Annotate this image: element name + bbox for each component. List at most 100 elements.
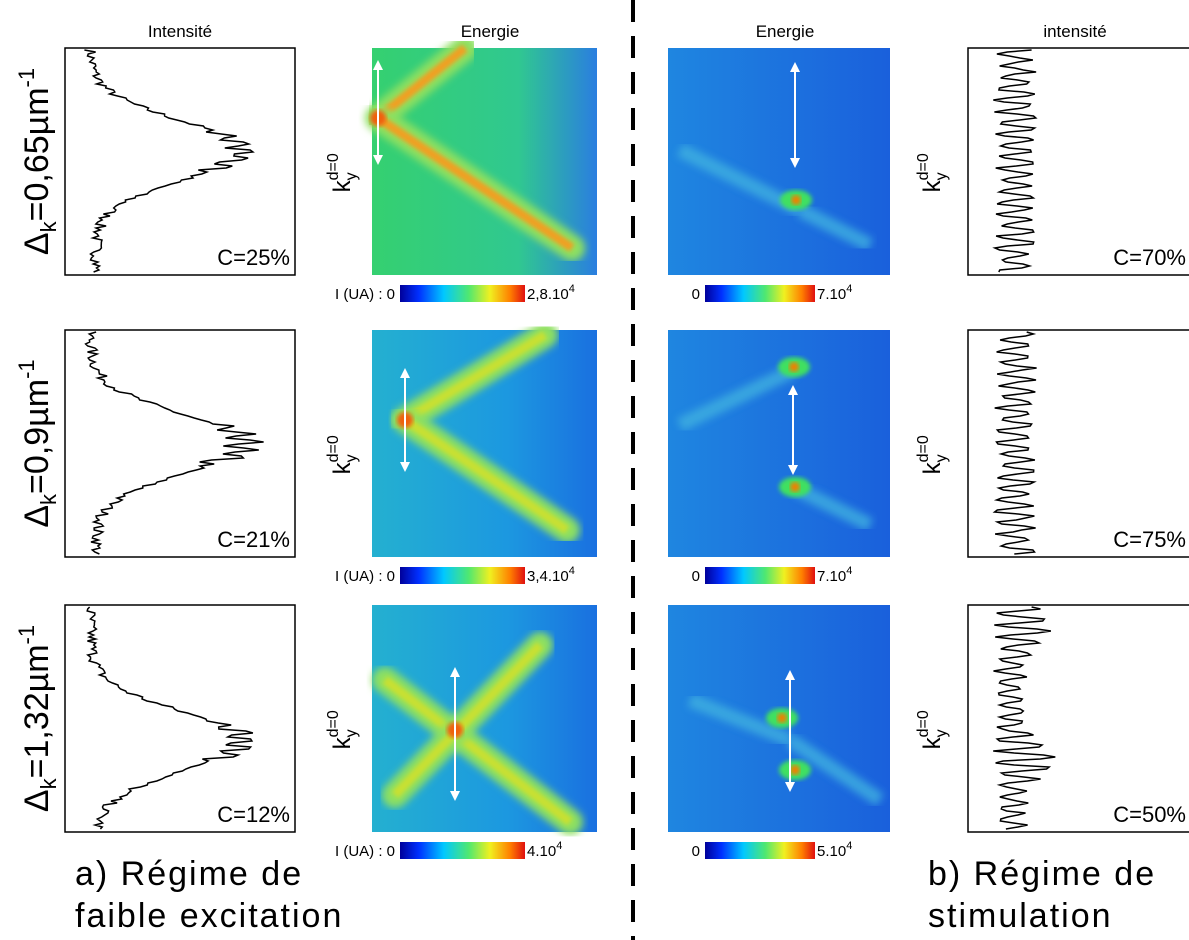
colorbar-max-part: 4 <box>846 283 852 295</box>
row-label-part: k <box>36 493 61 505</box>
caption: faible excitation <box>75 897 343 935</box>
heatmap-band <box>375 114 575 252</box>
colorbar-max-part: 4 <box>569 565 575 577</box>
colorbar-max-part: 4 <box>846 840 852 852</box>
profile-curve <box>992 49 1038 273</box>
row-label-part: =0,65µm <box>18 87 56 221</box>
heatmap-spot <box>790 482 800 492</box>
heatmap-band <box>391 641 544 799</box>
axis-label-part: d=0 <box>915 153 932 180</box>
caption: a) Régime de <box>75 855 303 893</box>
axis-label: kyd=0 <box>325 153 360 192</box>
colorbar-max-part: 4 <box>569 283 575 295</box>
axis-label-part: d=0 <box>325 435 342 462</box>
axis-label-part: k <box>919 179 946 192</box>
colorbar-max: 2,8.104 <box>527 283 575 303</box>
colorbar <box>400 567 525 584</box>
profile-curve <box>84 331 264 555</box>
row-label-part: =0,9µm <box>18 379 56 494</box>
profile-frame <box>64 47 296 276</box>
axis-label-part: d=0 <box>915 435 932 462</box>
row-label-part: Δ <box>18 789 56 812</box>
row-label: Δk=1,32µm-1 <box>14 625 61 812</box>
contrast-label: C=50% <box>1113 802 1186 827</box>
colorbar-min: 0 <box>692 568 700 585</box>
axis-label-part: k <box>329 736 356 749</box>
profile-frame <box>64 604 296 833</box>
heatmap-band <box>375 44 468 122</box>
heatmap-band <box>402 416 570 534</box>
profile-curve <box>993 606 1056 830</box>
profile-curve <box>84 49 255 273</box>
heatmap-band <box>676 363 798 432</box>
axis-label-part: y <box>343 454 360 462</box>
colorbar <box>705 285 815 302</box>
axis-label-part: y <box>933 729 950 737</box>
axis-label-part: d=0 <box>915 710 932 737</box>
colorbar-min: I (UA) : 0 <box>335 286 395 303</box>
profile-curve <box>992 331 1037 555</box>
row-label-part: Δ <box>18 232 56 255</box>
column-header: Energie <box>756 22 815 41</box>
axis-label-part: k <box>329 461 356 474</box>
heatmap-band <box>402 331 548 424</box>
heatmap-band <box>796 203 874 252</box>
axis-label-part: y <box>933 454 950 462</box>
row-label-part: k <box>36 777 61 789</box>
heatmap-band <box>786 734 884 806</box>
heatmap-spot <box>789 362 799 372</box>
axis-label-part: y <box>343 172 360 180</box>
contrast-label: C=70% <box>1113 245 1186 270</box>
profile-frame <box>967 47 1189 276</box>
colorbar-max-part: 4 <box>556 840 562 852</box>
axis-label-part: d=0 <box>325 710 342 737</box>
axis-label-part: y <box>933 172 950 180</box>
colorbar <box>400 842 525 859</box>
colorbar-max: 7.104 <box>817 565 852 585</box>
axis-label-part: d=0 <box>325 153 342 180</box>
row-label-part: -1 <box>14 68 39 88</box>
profile-curve <box>86 606 254 830</box>
contrast-label: C=12% <box>217 802 290 827</box>
colorbar-min: I (UA) : 0 <box>335 568 395 585</box>
row-label-part: =1,32µm <box>18 644 56 778</box>
row-label-part: Δ <box>18 505 56 528</box>
row-label: Δk=0,65µm-1 <box>14 68 61 255</box>
profile-frame <box>967 329 1189 558</box>
heatmap-spot <box>791 195 801 205</box>
row-label: Δk=0,9µm-1 <box>14 359 61 527</box>
row-label-part: k <box>36 220 61 232</box>
axis-label: kyd=0 <box>915 710 950 749</box>
colorbar-max-part: 5.10 <box>817 843 846 860</box>
heatmap-spot <box>790 765 800 775</box>
colorbar-max: 4.104 <box>527 840 562 860</box>
heatmap-band <box>791 481 874 532</box>
contrast-label: C=21% <box>217 527 290 552</box>
row-label-part: -1 <box>14 359 39 379</box>
caption: stimulation <box>928 897 1113 935</box>
heatmap-spot <box>777 713 787 723</box>
column-header: Intensité <box>148 22 212 41</box>
heatmap-band <box>687 693 793 747</box>
colorbar <box>400 285 525 302</box>
colorbar-max-part: 3,4.10 <box>527 568 569 585</box>
colorbar-max: 5.104 <box>817 840 852 860</box>
colorbar <box>705 567 815 584</box>
axis-label-part: y <box>343 729 360 737</box>
colorbar-min: 0 <box>692 286 700 303</box>
colorbar-max-part: 2,8.10 <box>527 286 569 303</box>
colorbar <box>705 842 815 859</box>
axis-label-part: k <box>329 179 356 192</box>
axis-label: kyd=0 <box>915 435 950 474</box>
caption: b) Régime de <box>928 855 1156 893</box>
contrast-label: C=25% <box>217 245 290 270</box>
colorbar-max-part: 4.10 <box>527 843 556 860</box>
colorbar-max: 3,4.104 <box>527 565 575 585</box>
row-label-part: -1 <box>14 625 39 645</box>
axis-label: kyd=0 <box>915 153 950 192</box>
axis-label: kyd=0 <box>325 435 360 474</box>
profile-frame <box>64 329 296 558</box>
contrast-label: C=75% <box>1113 527 1186 552</box>
colorbar-max-part: 7.10 <box>817 568 846 585</box>
